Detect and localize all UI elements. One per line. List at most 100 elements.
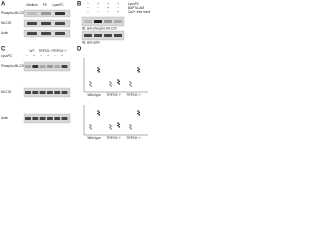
- condition-label: Ca2+-free medium: [128, 10, 150, 14]
- group-label: TRPC6−/−: [52, 49, 67, 53]
- dot: [109, 83, 111, 86]
- row-label: MLC20: [1, 21, 12, 25]
- dot: [110, 128, 112, 130]
- sign: −: [87, 10, 89, 14]
- panel-label: A: [1, 2, 6, 8]
- sign: +: [107, 2, 109, 6]
- row-label: IB: anti-phospho-MLC20: [82, 26, 117, 30]
- row-label: Phospho-MLC20: [1, 64, 25, 68]
- dot: [129, 81, 131, 83]
- blot-band: [61, 65, 68, 68]
- blot-band: [54, 91, 61, 94]
- sign: +: [61, 54, 63, 58]
- sign: −: [97, 6, 99, 10]
- blot-band: [27, 22, 37, 25]
- sign: −: [87, 6, 89, 10]
- group-label: TRPC5−/−: [106, 93, 121, 97]
- sign: −: [87, 2, 89, 6]
- column-label: PC: [43, 3, 48, 7]
- blot-band: [104, 34, 112, 37]
- sign: −: [26, 54, 28, 58]
- dot: [98, 71, 100, 73]
- group-label: Wild-type: [87, 93, 101, 97]
- dot: [90, 85, 92, 87]
- dot: [137, 69, 139, 72]
- sign: −: [97, 10, 99, 14]
- dot: [130, 125, 132, 128]
- dot: [138, 114, 140, 116]
- blot-band: [61, 91, 68, 94]
- dot: [117, 79, 119, 81]
- blot: [81, 30, 125, 41]
- dot: [97, 69, 99, 72]
- dot: [89, 81, 91, 83]
- dot: [117, 124, 119, 127]
- dot: [118, 83, 120, 85]
- blot-band: [25, 117, 31, 120]
- dot: [137, 110, 139, 112]
- blot-band: [114, 34, 122, 37]
- dot: [118, 123, 120, 126]
- sign: +: [107, 6, 109, 10]
- dot: [129, 83, 131, 86]
- dot: [109, 126, 111, 129]
- blot-band: [54, 117, 61, 120]
- sign: −: [54, 54, 56, 58]
- dot: [89, 124, 91, 126]
- dot: [129, 124, 131, 126]
- blot-band: [104, 20, 112, 23]
- blot-band: [94, 20, 102, 23]
- blot-band: [25, 65, 31, 68]
- blot-band: [39, 65, 46, 68]
- dot: [137, 67, 139, 69]
- group-label: TRPC6−/−: [126, 136, 141, 140]
- blot: [81, 16, 125, 27]
- dot: [130, 128, 132, 130]
- sign: −: [107, 10, 109, 14]
- dot: [110, 82, 112, 85]
- blot-band: [46, 91, 53, 94]
- dot: [97, 112, 99, 115]
- blot-band: [55, 22, 65, 25]
- blot-band: [84, 20, 92, 23]
- blot-band: [27, 12, 37, 15]
- dot: [98, 68, 100, 71]
- sign: +: [97, 2, 99, 6]
- row-label: MLC20: [1, 90, 12, 94]
- group-label: WT: [30, 49, 35, 53]
- dot: [118, 126, 120, 128]
- blot-band: [41, 32, 51, 35]
- group-label: TRPC5−/−: [106, 136, 121, 140]
- group-label: TRPC5−/−: [38, 49, 53, 53]
- dot: [109, 124, 111, 126]
- sign: +: [117, 2, 119, 6]
- condition-label: LysoPC: [128, 2, 140, 6]
- dot: [97, 110, 99, 112]
- blot-band: [84, 34, 92, 37]
- group-label: TRPC6−/−: [126, 93, 141, 97]
- row-label: Actin: [1, 116, 8, 120]
- dot: [137, 112, 139, 115]
- blot-band: [39, 91, 46, 94]
- dot: [130, 85, 132, 87]
- dot: [138, 68, 140, 71]
- panel-label: B: [77, 2, 82, 8]
- figure: A Medium PC LysoPC Phospho-MLC20 MLC20 Actin B L…: [1, 2, 150, 140]
- sign: +: [117, 10, 119, 14]
- dot: [89, 83, 91, 86]
- blot-band: [39, 117, 46, 120]
- dot: [98, 114, 100, 116]
- blot-band: [27, 32, 37, 35]
- dot: [90, 125, 92, 128]
- treatment-label: LysoPC: [1, 54, 13, 58]
- sign: +: [47, 54, 49, 58]
- condition-label: BAPTA-AM: [128, 6, 144, 10]
- row-label: Actin: [1, 31, 8, 35]
- panel-label: D: [77, 47, 82, 53]
- dot: [109, 81, 111, 83]
- blot-band: [46, 117, 53, 120]
- dot: [130, 82, 132, 85]
- blot-band: [61, 117, 68, 120]
- dot: [129, 126, 131, 129]
- blot-band: [32, 91, 39, 94]
